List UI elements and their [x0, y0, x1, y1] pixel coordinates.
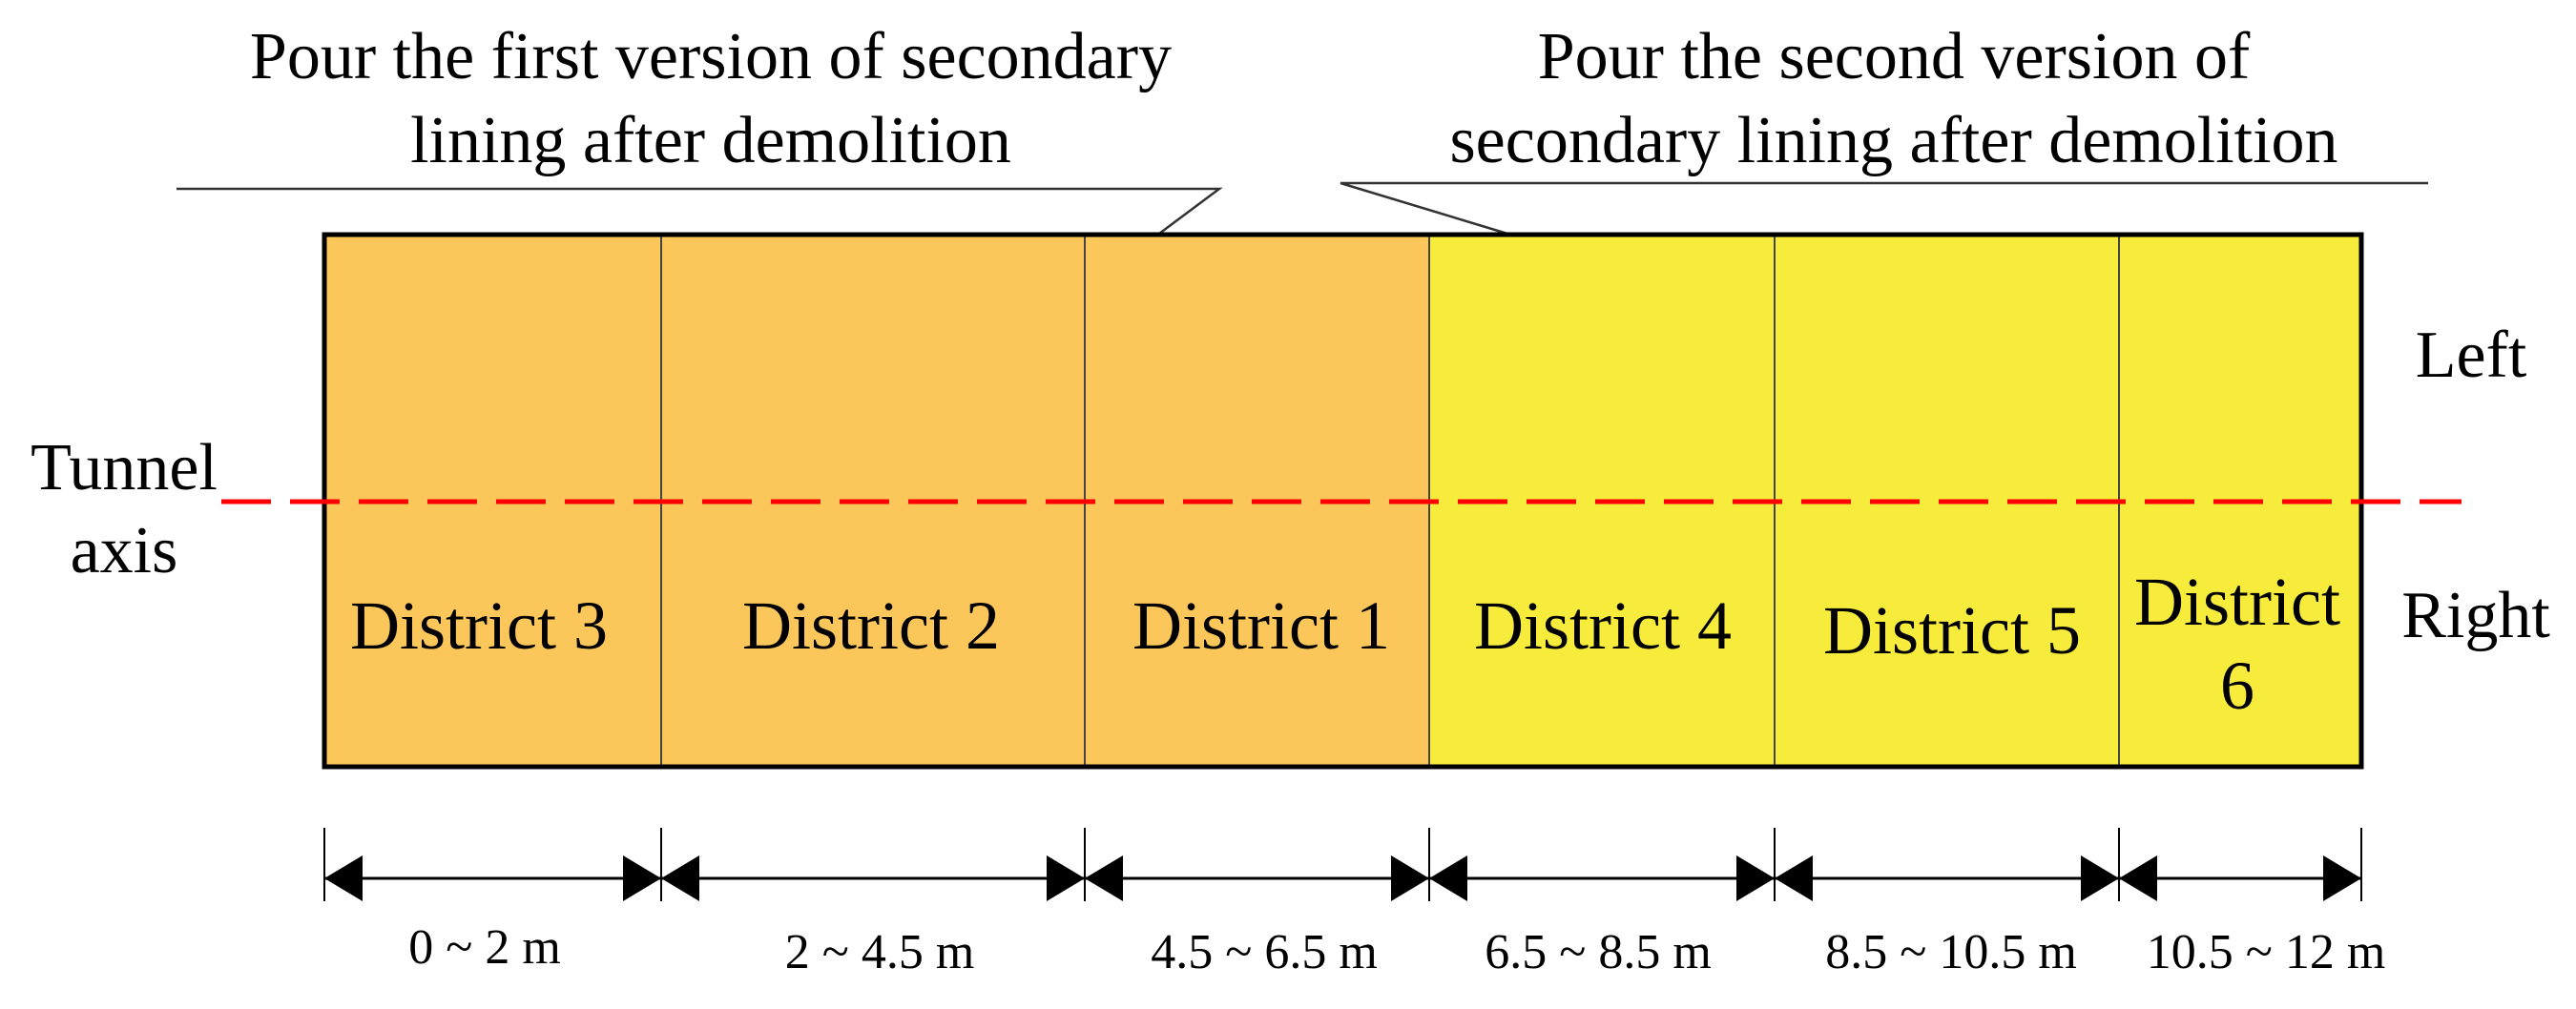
- dimension-arrowhead: [1775, 855, 1813, 901]
- range-label-district-5: 8.5 ~ 10.5 m: [1825, 925, 2077, 979]
- dimension-arrowhead: [324, 855, 363, 901]
- district-label-6-line1: District: [2134, 564, 2340, 640]
- dimension-arrowhead: [623, 855, 661, 901]
- dimension-line: [323, 828, 2362, 901]
- district-label-2: District 2: [742, 587, 1000, 664]
- dimension-arrowhead: [1047, 855, 1085, 901]
- dimension-arrowhead: [1429, 855, 1467, 901]
- first-pour-callout-line2: lining after demolition: [410, 104, 1011, 177]
- range-label-district-3: 0 ~ 2 m: [408, 920, 561, 975]
- range-label-district-4: 6.5 ~ 8.5 m: [1485, 925, 1712, 979]
- district-label-3: District 3: [350, 587, 608, 664]
- second-pour-callout-leader: [1340, 181, 2428, 236]
- dimension-arrowhead: [1085, 855, 1123, 901]
- range-label-district-2: 2 ~ 4.5 m: [785, 925, 975, 979]
- second-pour-callout-line2: secondary lining after demolition: [1449, 104, 2337, 177]
- dimension-arrowhead: [661, 855, 699, 901]
- right-side-label: Right: [2401, 579, 2550, 652]
- tunnel-axis-label-line2: axis: [71, 514, 178, 587]
- dimension-arrowhead: [2323, 855, 2361, 901]
- dimension-arrows: [324, 855, 2361, 901]
- dimension-arrowhead: [1736, 855, 1775, 901]
- dimension-arrowhead: [1391, 855, 1429, 901]
- dimension-arrowhead: [2119, 855, 2157, 901]
- range-label-district-1: 4.5 ~ 6.5 m: [1151, 925, 1378, 979]
- dimension-ticks: [323, 828, 2362, 901]
- range-label-district-6: 10.5 ~ 12 m: [2147, 925, 2386, 979]
- tunnel-axis-label-line1: Tunnel: [31, 431, 218, 504]
- first-pour-callout-leader: [177, 187, 1223, 236]
- district-label-1: District 1: [1132, 587, 1390, 664]
- district-label-4: District 4: [1474, 587, 1732, 664]
- left-side-label: Left: [2416, 319, 2527, 392]
- first-pour-callout-line1: Pour the first version of secondary: [250, 20, 1172, 93]
- district-label-5: District 5: [1823, 592, 2081, 669]
- district-label-6-line2: 6: [2220, 648, 2254, 724]
- dimension-arrowhead: [2081, 855, 2119, 901]
- second-pour-callout-line1: Pour the second version of: [1538, 20, 2251, 93]
